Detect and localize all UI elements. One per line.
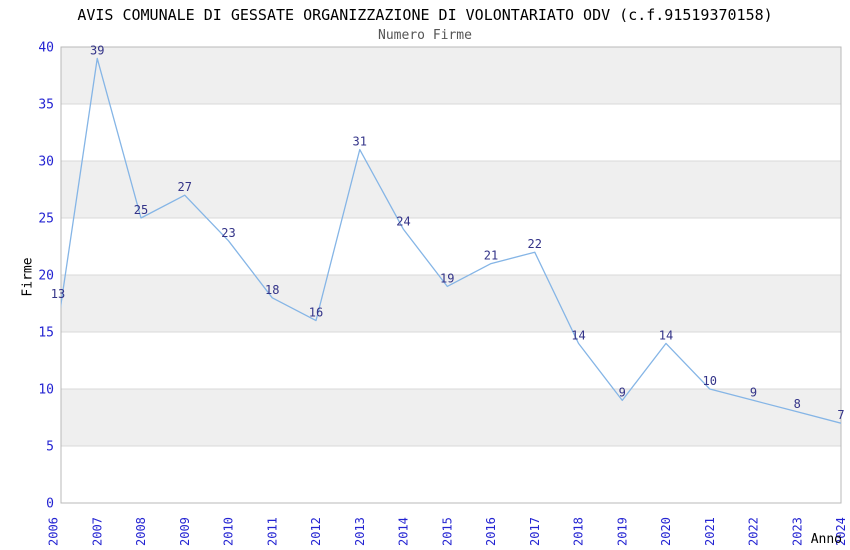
x-tick-label: 2008 (134, 517, 148, 546)
data-point-label: 22 (528, 237, 542, 251)
y-tick-label: 35 (38, 98, 54, 113)
data-point-label: 13 (51, 287, 65, 301)
x-tick-label: 2024 (834, 517, 848, 546)
grid-band (61, 161, 841, 218)
x-tick-label: 2019 (615, 517, 629, 546)
plot-border (60, 46, 842, 504)
y-tick-label: 25 (38, 212, 54, 227)
x-tick-label: 2023 (790, 517, 804, 546)
y-tick-label: 5 (46, 440, 54, 455)
y-tick-label: 0 (46, 497, 54, 512)
data-point-label: 21 (484, 249, 498, 263)
y-tick-label: 30 (38, 155, 54, 170)
data-point-label: 10 (703, 374, 717, 388)
x-tick-label: 2018 (572, 517, 586, 546)
x-axis-title: Anno (811, 532, 842, 547)
x-tick-label: 2022 (747, 517, 761, 546)
y-axis-title: Firme (21, 257, 36, 296)
data-point-label: 8 (794, 397, 801, 411)
x-tick-label: 2015 (440, 517, 454, 546)
data-point-label: 14 (571, 328, 585, 342)
x-tick-label: 2017 (528, 517, 542, 546)
x-tick-label: 2011 (265, 517, 279, 546)
data-line (61, 57, 841, 424)
x-tick-label: 2009 (178, 517, 192, 546)
chart-title: AVIS COMUNALE DI GESSATE ORGANIZZAZIONE … (77, 6, 773, 24)
x-tick-label: 2006 (47, 517, 61, 546)
y-tick-label: 15 (38, 326, 54, 341)
data-point-label: 7 (837, 408, 844, 422)
y-tick-label: 10 (38, 383, 54, 398)
grid-band (61, 47, 841, 104)
y-tick-label: 20 (38, 269, 54, 284)
grid-band (61, 389, 841, 446)
x-tick-label: 2020 (659, 517, 673, 546)
data-point-label: 31 (353, 135, 367, 149)
data-point-label: 24 (396, 214, 410, 228)
x-tick-label: 2016 (484, 517, 498, 546)
data-point-label: 39 (90, 43, 104, 57)
data-point-label: 9 (619, 385, 626, 399)
data-point-label: 23 (221, 226, 235, 240)
y-tick-label: 40 (38, 41, 54, 56)
data-point-label: 14 (659, 328, 673, 342)
data-point-label: 19 (440, 271, 454, 285)
x-tick-label: 2014 (397, 517, 411, 546)
chart-subtitle: Numero Firme (378, 28, 472, 43)
data-point-label: 9 (750, 385, 757, 399)
x-tick-label: 2012 (309, 517, 323, 546)
data-point-label: 18 (265, 283, 279, 297)
x-tick-label: 2010 (222, 517, 236, 546)
x-tick-label: 2007 (90, 517, 104, 546)
data-point-label: 27 (178, 180, 192, 194)
x-tick-label: 2013 (353, 517, 367, 546)
data-point-label: 16 (309, 306, 323, 320)
x-tick-label: 2021 (703, 517, 717, 546)
data-point-label: 25 (134, 203, 148, 217)
